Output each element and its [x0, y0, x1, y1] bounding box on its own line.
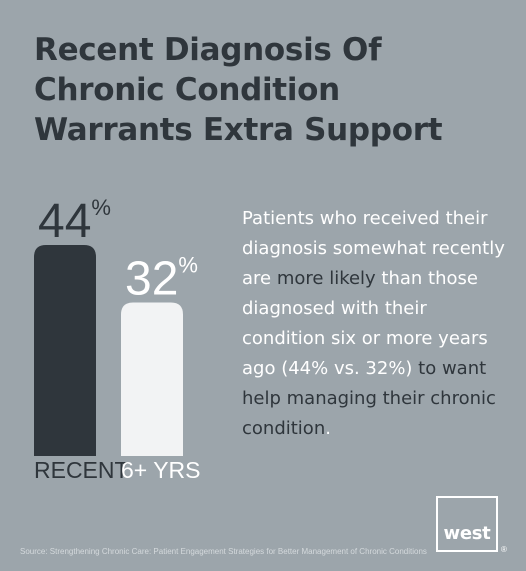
title-line-3: Warrants Extra Support	[34, 112, 443, 148]
bar-chart: 44% RECENT 32% 6+ YRS	[34, 195, 201, 483]
description-text: Patients who received their diagnosis so…	[242, 204, 512, 444]
desc-highlight-1: more likely	[276, 268, 376, 289]
category-label-0: RECENT	[34, 457, 129, 483]
registered-mark: ®	[501, 545, 507, 554]
chart-title: Recent Diagnosis Of Chronic Condition Wa…	[34, 30, 443, 150]
desc-highlight-2: to want help managing their chronic cond…	[242, 358, 496, 439]
desc-part-1: Patients who received their diagnosis so…	[242, 208, 505, 289]
bar-recent	[34, 245, 96, 456]
logo-text: west	[443, 523, 491, 544]
title-line-1: Recent Diagnosis Of	[34, 32, 382, 68]
source-note: Source: Strengthening Chronic Care: Pati…	[20, 547, 427, 556]
desc-part-2: than those diagnosed with their conditio…	[242, 268, 488, 379]
bar-6-yrs	[121, 302, 183, 456]
west-logo: west	[436, 496, 498, 552]
desc-part-3: .	[325, 418, 331, 439]
category-label-1: 6+ YRS	[121, 457, 201, 483]
data-label-1: 32%	[125, 253, 198, 306]
data-label-0: 44%	[38, 195, 111, 248]
title-line-2: Chronic Condition	[34, 72, 340, 108]
